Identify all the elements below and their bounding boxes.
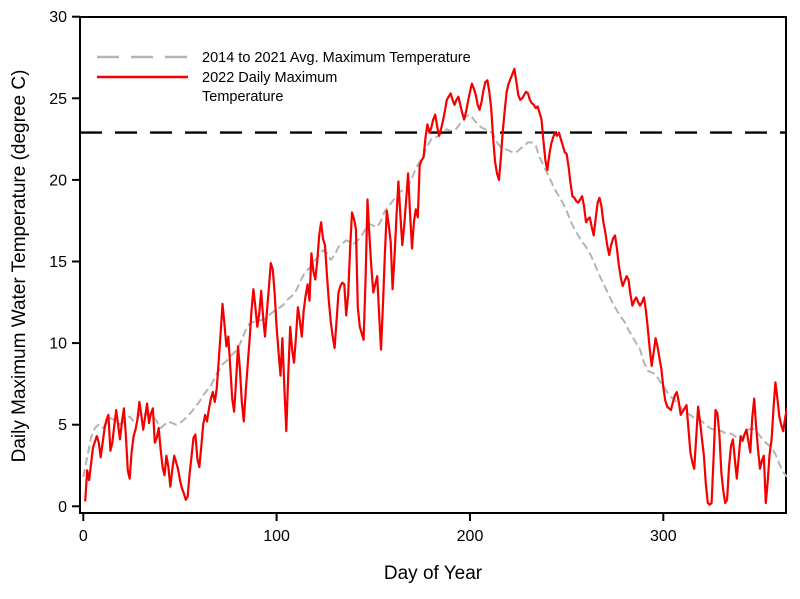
x-axis-tick-label: 100 bbox=[263, 528, 290, 545]
y-axis-tick-label: 0 bbox=[58, 499, 67, 516]
x-axis-title: Day of Year bbox=[384, 563, 483, 584]
y-axis-tick-label: 5 bbox=[58, 417, 67, 434]
legend: 2014 to 2021 Avg. Maximum Temperature 20… bbox=[97, 50, 471, 105]
y-axis-tick-label: 25 bbox=[49, 91, 67, 108]
series-2022-line bbox=[84, 67, 787, 506]
x-axis-tick-label: 0 bbox=[79, 528, 88, 545]
x-axis-tick-label: 200 bbox=[457, 528, 484, 545]
y-axis-tick-label: 20 bbox=[49, 172, 67, 189]
x-axis-tick-label: 300 bbox=[650, 528, 677, 545]
y-axis-title: Daily Maximum Water Temperature (degree … bbox=[9, 70, 30, 463]
legend-label-2022-line2: Temperature bbox=[202, 89, 283, 105]
series-layer bbox=[80, 67, 787, 506]
y-axis-tick-label: 10 bbox=[49, 336, 67, 353]
legend-label-avg: 2014 to 2021 Avg. Maximum Temperature bbox=[202, 50, 471, 66]
y-axis-tick-label: 15 bbox=[49, 254, 67, 271]
series-avg-line bbox=[82, 113, 787, 478]
legend-label-2022-line1: 2022 Daily Maximum bbox=[202, 70, 337, 86]
plot-frame bbox=[79, 16, 787, 514]
y-axis-tick-label: 30 bbox=[49, 9, 67, 26]
